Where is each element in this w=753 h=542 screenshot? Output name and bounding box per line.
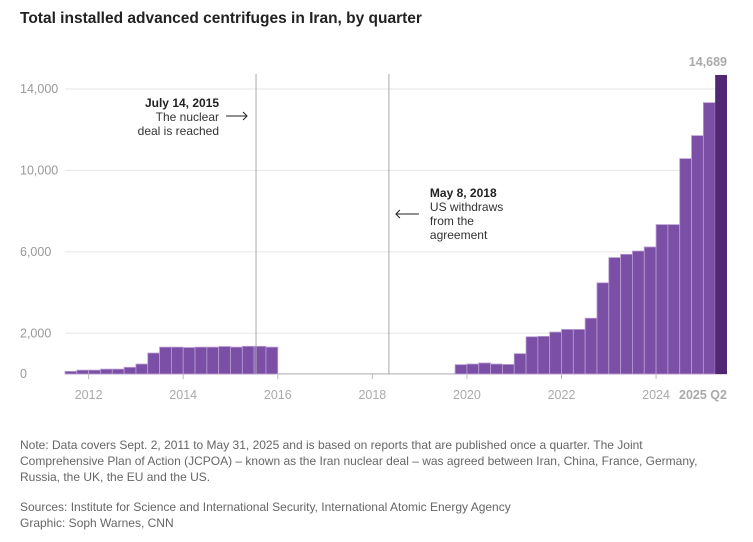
bar	[632, 250, 645, 375]
bar	[206, 346, 220, 375]
bar	[667, 224, 681, 375]
bar	[620, 253, 633, 375]
arrow-left-icon	[395, 209, 419, 219]
bar	[513, 353, 527, 375]
x-tick-label: 2016	[264, 388, 292, 402]
annotation-text: The nuclear	[156, 110, 219, 124]
bar	[147, 352, 160, 375]
bar	[596, 282, 610, 375]
y-tick-label: 0	[20, 367, 27, 381]
y-tick-label: 6,000	[20, 245, 51, 259]
annotation-date: May 8, 2018	[430, 186, 497, 200]
chart-credits: Sources: Institute for Science and Inter…	[20, 499, 511, 531]
bar	[501, 364, 515, 375]
bar	[64, 370, 78, 375]
bar	[655, 224, 669, 375]
bar	[88, 369, 101, 375]
bar	[454, 364, 468, 375]
chart-note: Note: Data covers Sept. 2, 2011 to May 3…	[20, 438, 698, 484]
x-tick-label: 2018	[358, 388, 386, 402]
bar	[182, 347, 196, 375]
bar	[111, 368, 125, 375]
bar	[715, 74, 727, 374]
bar	[691, 135, 704, 375]
x-tick-label: 2024	[642, 388, 670, 402]
graphic-credit: Graphic: Soph Warnes, CNN	[20, 516, 174, 530]
bar	[643, 246, 657, 375]
annotation-text: agreement	[430, 228, 488, 242]
bar-chart: 0 2,000 6,000 10,000 14,000 14,689 2012 2014 201…	[20, 55, 727, 402]
x-tick-label: 2012	[75, 388, 103, 402]
bar	[76, 369, 90, 375]
bar	[100, 368, 113, 375]
x-tick-label: 2022	[548, 388, 576, 402]
x-tick-label: 2025 Q2	[679, 388, 727, 402]
bar	[679, 158, 692, 375]
y-tick-label: 2,000	[20, 326, 51, 340]
bar	[159, 346, 172, 375]
y-tick-label: 10,000	[20, 163, 58, 177]
bar	[702, 102, 716, 375]
bar	[466, 363, 480, 375]
chart-title: Total installed advanced centrifuges in …	[20, 10, 422, 27]
bar	[549, 331, 562, 375]
bar	[194, 346, 208, 375]
bar	[490, 363, 503, 375]
annotation-text: US withdraws	[430, 200, 503, 214]
annotation-date: July 14, 2015	[145, 96, 219, 110]
last-value-label: 14,689	[689, 55, 727, 69]
bar	[123, 366, 137, 375]
bar	[265, 346, 279, 375]
y-tick-label: 14,000	[20, 82, 58, 96]
bar	[584, 317, 598, 375]
x-tick-label: 2020	[453, 388, 481, 402]
bar	[572, 329, 586, 375]
sources: Sources: Institute for Science and Inter…	[20, 500, 511, 514]
bar	[537, 335, 551, 375]
arrow-right-icon	[226, 111, 248, 121]
annotation-text: deal is reached	[138, 124, 219, 138]
bar	[608, 257, 622, 375]
bar	[525, 336, 539, 375]
bar	[241, 345, 255, 375]
bar	[230, 346, 243, 375]
bar	[218, 346, 231, 375]
bar	[561, 329, 574, 375]
x-tick-label: 2014	[169, 388, 197, 402]
bar	[135, 363, 149, 375]
annotation-text: from the	[430, 214, 474, 228]
bar	[170, 346, 184, 375]
bar	[478, 362, 491, 375]
